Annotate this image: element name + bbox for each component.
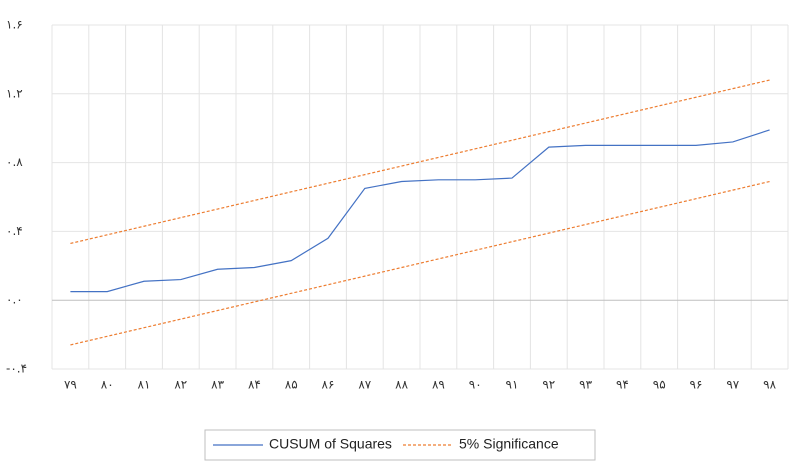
x-tick-label: ۹۶ — [690, 378, 703, 392]
y-tick-label: ۰.۸ — [6, 155, 23, 169]
x-tick-label: ۸۹ — [432, 378, 445, 392]
y-tick-label: ۰.۴ — [6, 224, 23, 238]
x-tick-label: ۹۱ — [506, 378, 519, 392]
x-tick-label: ۸۴ — [248, 378, 261, 392]
legend-label: CUSUM of Squares — [269, 436, 392, 452]
chart: -۰.۴ ۰.۰ ۰.۴ ۰.۸ ۱.۲ ۱.۶ ۷۹ ۸۰ ۸۱ ۸۲ ۸۳ ۸۴ ۸۵ ۸۶ ۸۷ ۸۸ ۸… — [0, 0, 799, 466]
x-tick-label: ۸۰ — [101, 378, 114, 392]
x-tick-label: ۸۳ — [211, 378, 224, 392]
x-tick-label: ۹۲ — [542, 378, 555, 392]
x-tick-label: ۹۷ — [726, 378, 739, 392]
x-tick-label: ۹۳ — [579, 378, 592, 392]
x-tick-label: ۹۵ — [653, 378, 666, 392]
y-tick-label: ۱.۶ — [6, 18, 23, 32]
page: {"chart_data": {"type": "line", "categor… — [0, 0, 799, 466]
y-tick-label: ۰.۰ — [6, 293, 23, 307]
legend-label: 5% Significance — [459, 436, 559, 452]
y-tick-label: ۱.۲ — [6, 86, 23, 100]
y-tick-label: -۰.۴ — [6, 362, 27, 376]
x-tick-label: ۸۲ — [174, 378, 187, 392]
x-tick-label: ۸۷ — [358, 378, 371, 392]
x-tick-label: ۸۱ — [138, 378, 151, 392]
x-tick-label: ۹۰ — [469, 378, 482, 392]
x-tick-label: ۸۸ — [395, 378, 408, 392]
x-tick-label: ۹۴ — [616, 378, 629, 392]
x-tick-label: ۸۵ — [285, 378, 298, 392]
x-tick-label: ۷۹ — [64, 378, 77, 392]
x-tick-label: ۸۶ — [322, 378, 335, 392]
x-tick-label: ۹۸ — [763, 378, 776, 392]
